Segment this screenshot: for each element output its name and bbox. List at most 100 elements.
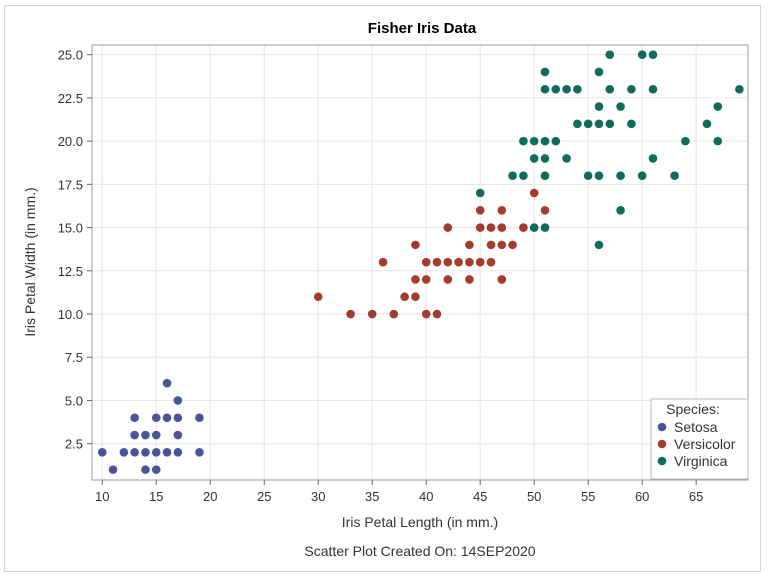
legend-label-versicolor: Versicolor <box>674 436 736 452</box>
point-versicolor <box>411 240 420 250</box>
point-versicolor <box>540 205 550 215</box>
point-versicolor <box>465 257 474 267</box>
y-tick-label: 25.0 <box>58 48 83 63</box>
legend-marker-versicolor <box>657 439 667 449</box>
point-versicolor <box>432 257 442 267</box>
point-versicolor <box>421 275 431 284</box>
x-tick-label: 25 <box>257 489 271 504</box>
point-versicolor <box>378 257 388 267</box>
y-tick-label: 15.0 <box>58 221 83 236</box>
point-virginica <box>616 205 625 215</box>
x-tick-label: 40 <box>419 489 433 504</box>
point-versicolor <box>346 309 355 319</box>
point-virginica <box>562 84 571 94</box>
point-setosa <box>195 413 204 423</box>
legend-title: Species: <box>666 401 720 417</box>
y-tick-label: 20.0 <box>58 134 83 149</box>
point-virginica <box>637 171 647 181</box>
data-points <box>97 50 744 474</box>
point-versicolor <box>411 275 420 284</box>
point-virginica <box>508 171 517 181</box>
point-versicolor <box>443 275 453 284</box>
x-tick-label: 10 <box>95 489 109 504</box>
point-setosa <box>97 448 107 457</box>
point-virginica <box>551 84 561 94</box>
point-setosa <box>141 430 150 440</box>
x-tick-label: 35 <box>365 489 379 504</box>
x-tick-label: 65 <box>689 489 703 504</box>
point-versicolor <box>486 257 496 267</box>
x-tick-label: 15 <box>149 489 163 504</box>
point-setosa <box>173 396 183 405</box>
point-virginica <box>702 119 712 129</box>
point-versicolor <box>519 223 528 232</box>
y-tick-label: 22.5 <box>58 91 83 106</box>
point-virginica <box>540 171 550 181</box>
legend-marker-virginica <box>657 456 667 466</box>
point-setosa <box>173 413 183 423</box>
point-setosa <box>162 448 172 457</box>
y-axis: 2.5 5.0 7.5 10.0 12.5 15.0 17.5 20.0 22.5 25.0 <box>58 48 92 452</box>
point-setosa <box>151 413 161 423</box>
point-virginica <box>529 223 539 232</box>
point-virginica <box>648 154 658 163</box>
y-axis-label: Iris Petal Width (in mm.) <box>22 187 38 336</box>
point-virginica <box>583 171 593 181</box>
point-versicolor <box>411 292 420 302</box>
point-virginica <box>648 84 658 94</box>
point-virginica <box>605 50 615 59</box>
point-versicolor <box>454 257 463 267</box>
point-versicolor <box>486 240 496 250</box>
point-versicolor <box>486 223 496 232</box>
y-tick-label: 2.5 <box>65 437 83 452</box>
point-virginica <box>529 154 539 163</box>
point-virginica <box>627 84 636 94</box>
point-virginica <box>529 136 539 146</box>
point-versicolor <box>400 292 409 302</box>
legend-box <box>650 398 749 480</box>
point-virginica <box>583 119 593 129</box>
point-virginica <box>616 171 625 181</box>
point-virginica <box>540 84 550 94</box>
y-tick-label: 7.5 <box>65 350 83 365</box>
x-tick-label: 20 <box>203 489 217 504</box>
y-tick-label: 17.5 <box>58 177 83 192</box>
x-tick-label: 55 <box>581 489 595 504</box>
point-setosa <box>130 413 139 423</box>
x-tick-label: 50 <box>527 489 541 504</box>
point-setosa <box>119 448 129 457</box>
legend-marker-setosa <box>657 422 667 432</box>
point-versicolor <box>432 309 442 319</box>
legend-label-setosa: Setosa <box>674 419 718 435</box>
point-virginica <box>475 188 485 198</box>
x-tick-label: 30 <box>311 489 325 504</box>
point-virginica <box>594 240 604 250</box>
y-tick-label: 12.5 <box>58 264 83 279</box>
grid <box>92 45 748 480</box>
point-virginica <box>670 171 679 181</box>
point-virginica <box>540 67 550 77</box>
point-virginica <box>519 171 528 181</box>
point-versicolor <box>421 309 431 319</box>
footnote: Scatter Plot Created On: 14SEP2020 <box>304 543 535 559</box>
point-setosa <box>130 430 139 440</box>
point-virginica <box>562 154 571 163</box>
point-versicolor <box>497 223 507 232</box>
point-versicolor <box>367 309 377 319</box>
point-setosa <box>130 448 139 457</box>
x-tick-label: 45 <box>473 489 487 504</box>
point-virginica <box>540 154 550 163</box>
point-virginica <box>648 50 658 59</box>
point-virginica <box>713 136 723 146</box>
point-versicolor <box>497 205 507 215</box>
point-setosa <box>141 465 150 474</box>
point-virginica <box>637 50 647 59</box>
point-versicolor <box>475 205 485 215</box>
point-versicolor <box>497 275 507 284</box>
point-virginica <box>573 84 582 94</box>
point-versicolor <box>465 240 474 250</box>
point-virginica <box>551 136 561 146</box>
y-tick-label: 5.0 <box>65 393 83 408</box>
x-axis: 10 15 20 25 30 35 40 45 50 55 60 65 <box>95 480 703 504</box>
point-virginica <box>627 119 636 129</box>
